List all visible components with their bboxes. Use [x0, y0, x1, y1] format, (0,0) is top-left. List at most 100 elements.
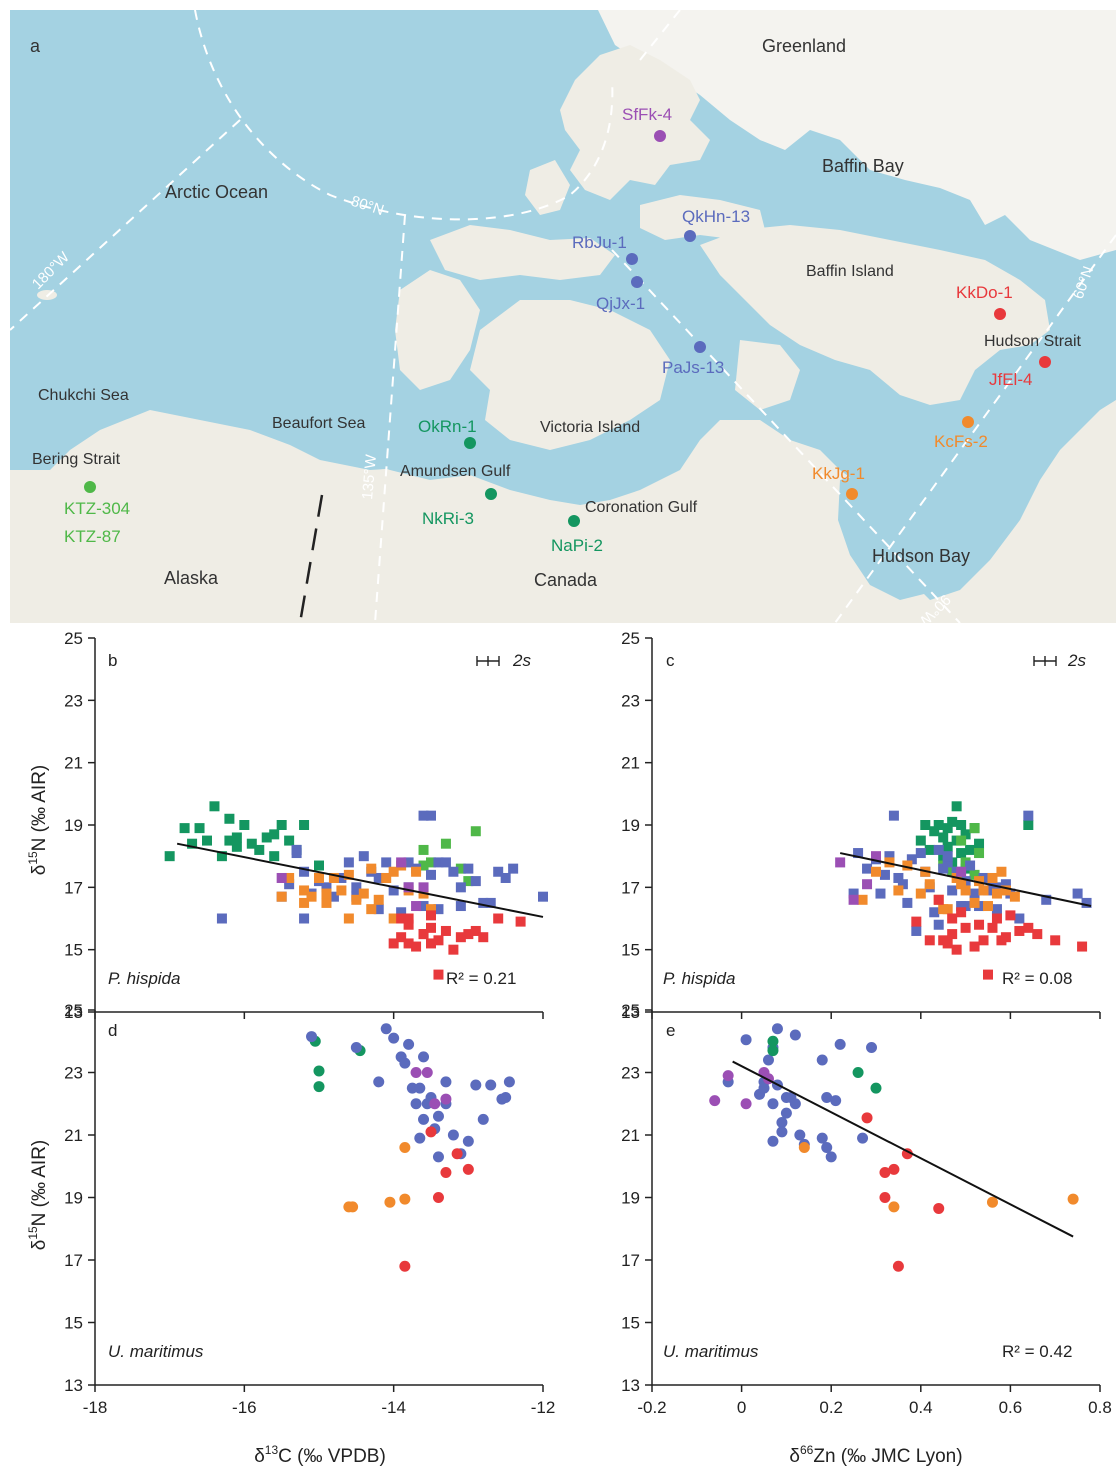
data-point-blue	[336, 872, 347, 883]
panel-letter-b: b	[108, 651, 117, 670]
data-point-blue	[388, 1032, 400, 1044]
data-point-blue	[821, 1092, 833, 1103]
data-point-orange	[299, 885, 310, 896]
data-point-dkgreen	[938, 832, 949, 843]
data-point-blue	[969, 888, 980, 899]
meridian-180w	[9, 119, 241, 331]
melville-peninsula	[735, 340, 800, 410]
data-point-dkgreen	[261, 832, 272, 843]
site-dot-kcfs2	[962, 416, 974, 428]
data-point-red	[911, 916, 922, 927]
data-point-blue	[776, 1117, 788, 1128]
data-point-blue	[403, 1038, 415, 1050]
y-tick-label-d: 21	[64, 1126, 83, 1145]
data-point-orange	[1000, 885, 1011, 896]
data-point-orange	[321, 888, 332, 899]
greenland-landmass	[598, 10, 1116, 260]
data-point-dkgreen	[1023, 820, 1034, 830]
y-axis-label-top: δ15N (‰ AIR)	[26, 765, 50, 876]
data-point-dkgreen	[314, 860, 324, 871]
data-point-blue	[448, 866, 459, 877]
data-point-blue	[897, 879, 908, 890]
data-point-red	[448, 944, 459, 955]
site-label-ktz87: KTZ-87	[64, 527, 121, 546]
x-tick-label-d: -14	[381, 1398, 406, 1417]
site-label-ktz304: KTZ-304	[64, 499, 130, 518]
data-point-orange	[299, 897, 310, 908]
data-point-blue	[418, 1051, 430, 1063]
data-point-dkgreen	[254, 844, 265, 855]
y-tick-label-c: 19	[621, 816, 640, 835]
data-point-dkgreen	[209, 801, 220, 812]
data-point-ltgreen	[969, 869, 980, 880]
data-point-blue	[447, 1129, 459, 1141]
label-bering-strait: Bering Strait	[32, 451, 121, 468]
site-label-napi2: NaPi-2	[551, 536, 603, 555]
data-point-blue	[767, 1135, 779, 1147]
data-point-ltgreen	[455, 863, 466, 874]
data-point-blue	[399, 1057, 411, 1069]
data-point-orange	[924, 879, 935, 890]
site-label-sffk4: SfFk-4	[622, 105, 672, 124]
data-point-red	[411, 941, 422, 952]
data-point-blue	[906, 854, 917, 865]
data-point-red	[942, 938, 953, 949]
data-point-blue	[373, 872, 384, 883]
data-point-blue	[470, 876, 481, 887]
data-point-red	[515, 916, 526, 927]
data-point-blue	[933, 844, 944, 855]
y-tick-label-c: 15	[621, 941, 640, 960]
data-point-purple	[709, 1095, 721, 1107]
data-point-dkgreen	[951, 801, 962, 812]
data-point-blue	[470, 1079, 482, 1091]
data-point-red	[451, 1148, 463, 1160]
site-label-pajs13: PaJs-13	[662, 358, 724, 377]
data-point-orange	[1067, 1193, 1079, 1205]
y-tick-label-b: 21	[64, 754, 83, 773]
data-point-blue	[902, 897, 913, 908]
graticule	[9, 9, 1117, 624]
data-point-orange	[347, 1201, 359, 1213]
data-point-red	[892, 1260, 904, 1272]
data-point-blue	[478, 897, 489, 908]
data-point-orange	[343, 869, 354, 880]
y-tick-label-c: 13	[621, 1003, 640, 1022]
data-point-orange	[366, 904, 377, 915]
data-point-dkgreen	[202, 835, 212, 846]
data-point-dkgreen	[269, 829, 280, 840]
data-point-blue	[834, 1038, 846, 1050]
data-point-blue	[418, 810, 429, 821]
data-point-blue	[418, 1113, 430, 1125]
y-tick-label-b: 13	[64, 1003, 83, 1022]
site-dot-pajs13	[694, 341, 706, 353]
data-point-dkgreen	[767, 1035, 779, 1047]
data-point-purple	[871, 851, 881, 862]
data-point-orange	[314, 872, 324, 883]
y-tick-label-c: 21	[621, 754, 640, 773]
data-point-orange	[893, 885, 904, 896]
y-tick-label-d: 23	[64, 1064, 83, 1083]
data-point-dkgreen	[216, 851, 227, 862]
data-point-red	[956, 907, 967, 918]
data-point-blue	[380, 1023, 392, 1035]
data-point-orange	[987, 872, 998, 883]
data-point-blue	[462, 1135, 474, 1147]
data-point-orange	[411, 866, 422, 877]
x-tick-label-d: -12	[531, 1398, 556, 1417]
graticule-label-135w: 135°W	[359, 453, 380, 500]
data-point-orange	[328, 872, 339, 883]
data-point-blue	[381, 857, 392, 868]
data-point-blue	[433, 904, 444, 915]
data-point-red	[1005, 910, 1016, 921]
x-tick-label-e: 0.6	[999, 1398, 1023, 1417]
data-point-orange	[983, 901, 993, 912]
data-point-dkgreen	[231, 841, 242, 852]
site-dot-jfel4	[1039, 356, 1051, 368]
data-point-red	[470, 925, 481, 936]
data-point-dkgreen	[870, 1082, 882, 1094]
site-label-qkhn13: QkHn-13	[682, 207, 750, 226]
data-point-red	[1023, 922, 1034, 933]
data-point-orange	[306, 891, 317, 902]
data-point-dkgreen	[852, 1067, 864, 1078]
mainland	[10, 330, 1116, 623]
